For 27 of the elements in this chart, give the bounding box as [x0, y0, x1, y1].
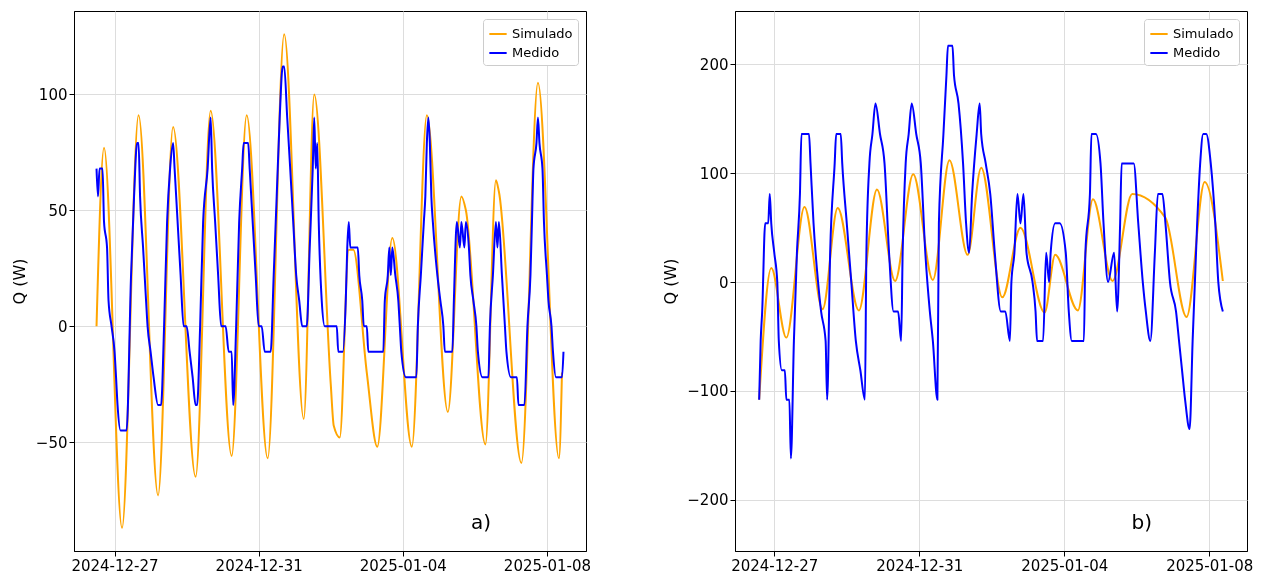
y-tick-label: −50 [35, 433, 68, 452]
x-tick-label: 2024-12-27 [731, 556, 819, 575]
legend-label: Simulado [1173, 26, 1234, 41]
y-axis-title: Q (W) [9, 258, 29, 305]
y-tick-label: 50 [48, 201, 68, 220]
x-tick-label: 2025-01-04 [1021, 556, 1109, 575]
x-tick-label: 2025-01-04 [359, 556, 447, 575]
y-tick-label: 100 [699, 164, 729, 183]
y-tick-label: 200 [699, 55, 729, 74]
legend-label: Simulado [512, 26, 573, 41]
line-series [758, 44, 1224, 460]
annotation: a) [470, 510, 491, 534]
y-tick-label: 100 [38, 85, 68, 104]
x-tick-label: 2024-12-31 [215, 556, 303, 575]
x-tick-label: 2025-01-08 [1166, 556, 1254, 575]
x-tick-label: 2024-12-27 [71, 556, 159, 575]
y-axis-title: Q (W) [661, 258, 681, 305]
y-tick-label: −200 [687, 491, 729, 510]
line-series [95, 65, 565, 432]
legend-label: Medido [512, 45, 560, 60]
x-tick-label: 2024-12-31 [876, 556, 964, 575]
x-tick-label: 2025-01-08 [503, 556, 592, 575]
legend-label: Medido [1173, 45, 1221, 60]
annotation: b) [1131, 510, 1152, 534]
y-tick-label: 0 [718, 273, 729, 292]
y-tick-label: −100 [687, 382, 729, 401]
y-tick-label: 0 [57, 317, 68, 336]
